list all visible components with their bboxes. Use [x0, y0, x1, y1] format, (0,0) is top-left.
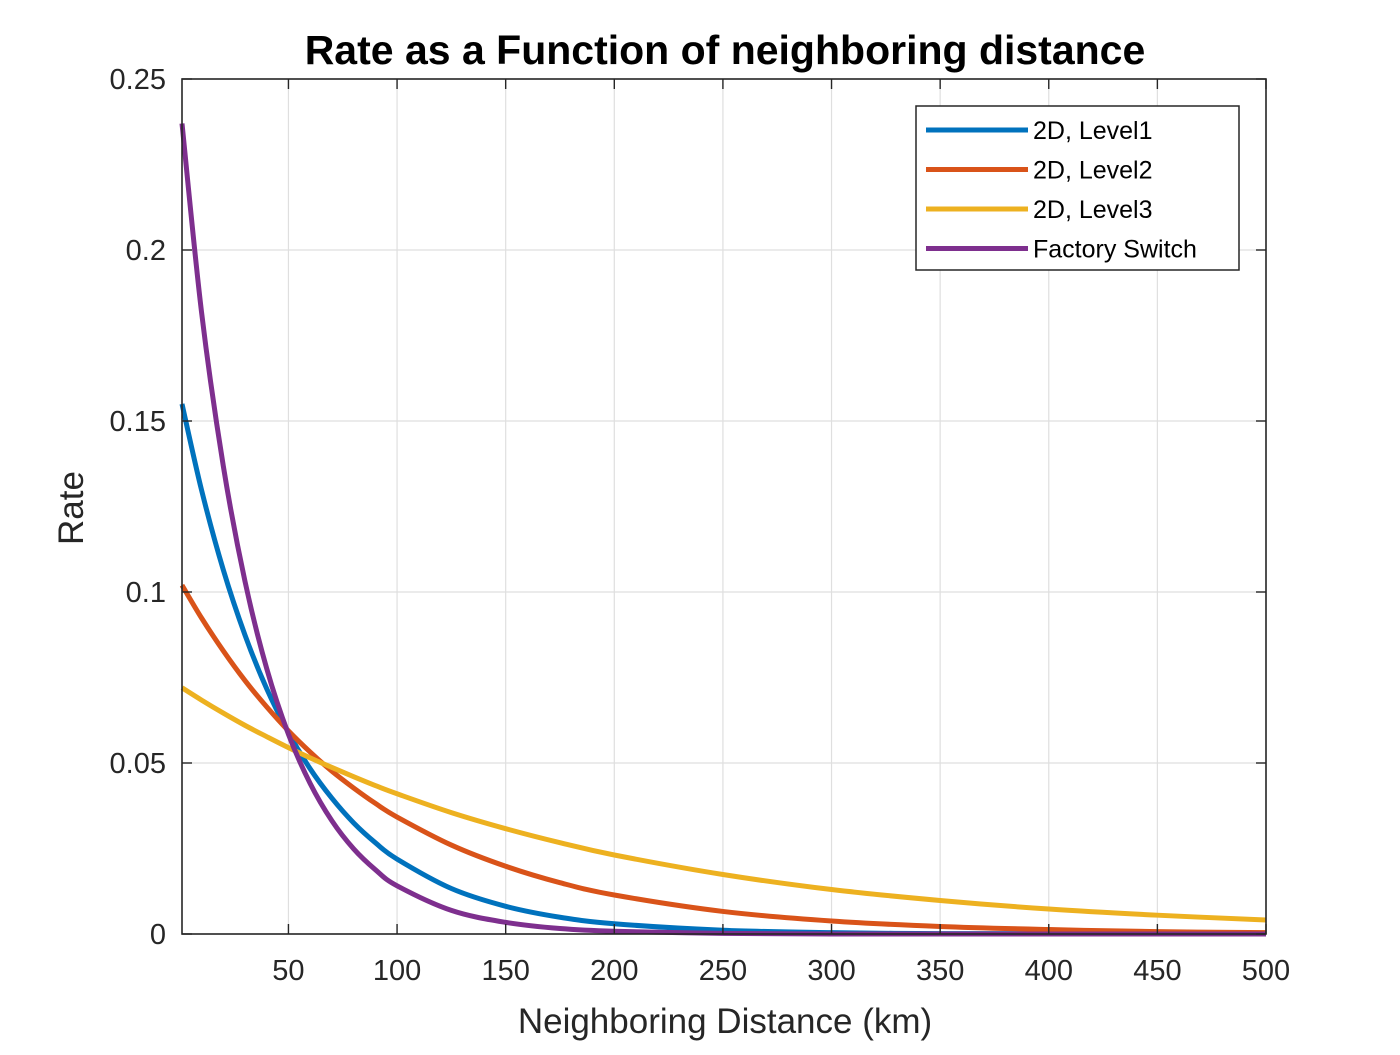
x-tick-label: 200: [590, 955, 638, 987]
series-line-3: [180, 685, 1267, 923]
x-tick-label: 500: [1242, 955, 1290, 987]
y-axis-label: Rate: [52, 471, 91, 545]
y-tick-label: 0: [150, 919, 166, 951]
x-tick-label: 350: [916, 955, 964, 987]
y-tick-label: 0.05: [110, 748, 166, 780]
x-tick-label: 450: [1133, 955, 1181, 987]
x-tick-label: 100: [373, 955, 421, 987]
y-tick-label: 0.2: [126, 235, 166, 267]
series-line-2: [179, 583, 1267, 936]
legend-label-4: Factory Switch: [1033, 236, 1197, 264]
x-tick-label: 50: [272, 955, 304, 987]
tick-labels: 50 100 150 200 250 300 350 400 450 500 0 0.05 0.1 0.1…: [110, 64, 1291, 987]
x-axis-label: Neighboring Distance (km): [518, 1002, 932, 1041]
legend: 2D, Level1 2D, Level2 2D, Level3 Factory Sw…: [915, 105, 1240, 271]
y-tick-label: 0.1: [126, 577, 166, 609]
legend-label-2: 2D, Level2: [1033, 157, 1153, 185]
axes-box: [181, 78, 1267, 935]
legend-box: [915, 105, 1240, 271]
axes: [181, 78, 1267, 935]
x-tick-label: 400: [1025, 955, 1073, 987]
legend-label-1: 2D, Level1: [1033, 117, 1153, 145]
y-tick-label: 0.15: [110, 406, 166, 438]
x-tick-label: 250: [699, 955, 747, 987]
chart-title: Rate as a Function of neighboring distan…: [305, 27, 1146, 73]
legend-label-3: 2D, Level3: [1033, 196, 1153, 224]
x-tick-label: 300: [807, 955, 855, 987]
x-tick-label: 150: [481, 955, 529, 987]
y-tick-label: 0.25: [110, 64, 166, 96]
